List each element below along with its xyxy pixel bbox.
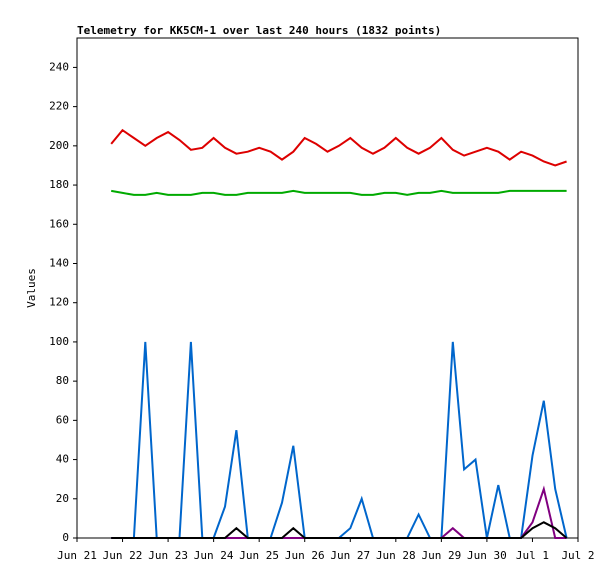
- x-tick-label: Jul 1: [516, 549, 549, 562]
- series-line: [111, 341, 568, 539]
- x-tick-label: Jun 24: [194, 549, 234, 562]
- y-tick-label: 40: [56, 453, 69, 466]
- y-tick-label: 220: [49, 100, 69, 113]
- x-tick-label: Jun 29: [421, 549, 461, 562]
- chart-title: Telemetry for KK5CM-1 over last 240 hour…: [77, 24, 441, 37]
- x-tick-label: Jun 30: [467, 549, 507, 562]
- x-tick-label: Jul 2: [561, 549, 594, 562]
- y-axis-label: Values: [25, 268, 38, 308]
- x-tick-label: Jun 25: [239, 549, 279, 562]
- y-tick-label: 120: [49, 296, 69, 309]
- y-tick-label: 160: [49, 217, 69, 230]
- x-tick-label: Jun 23: [148, 549, 188, 562]
- series-line: [111, 521, 568, 539]
- y-tick-label: 100: [49, 335, 69, 348]
- y-tick-label: 60: [56, 413, 69, 426]
- x-tick-label: Jun 21: [57, 549, 97, 562]
- y-tick-label: 20: [56, 492, 69, 505]
- y-tick-label: 180: [49, 178, 69, 191]
- x-tick-label: Jun 27: [330, 549, 370, 562]
- y-tick-label: 140: [49, 256, 69, 269]
- y-tick-label: 240: [49, 60, 69, 73]
- y-tick-label: 200: [49, 139, 69, 152]
- x-tick-label: Jun 28: [376, 549, 416, 562]
- series-line: [110, 128, 567, 167]
- series-line: [111, 189, 567, 196]
- x-tick-label: Jun 22: [103, 549, 143, 562]
- y-tick-label: 80: [56, 374, 69, 387]
- x-tick-label: Jun 26: [285, 549, 325, 562]
- y-tick-label: 0: [62, 531, 69, 544]
